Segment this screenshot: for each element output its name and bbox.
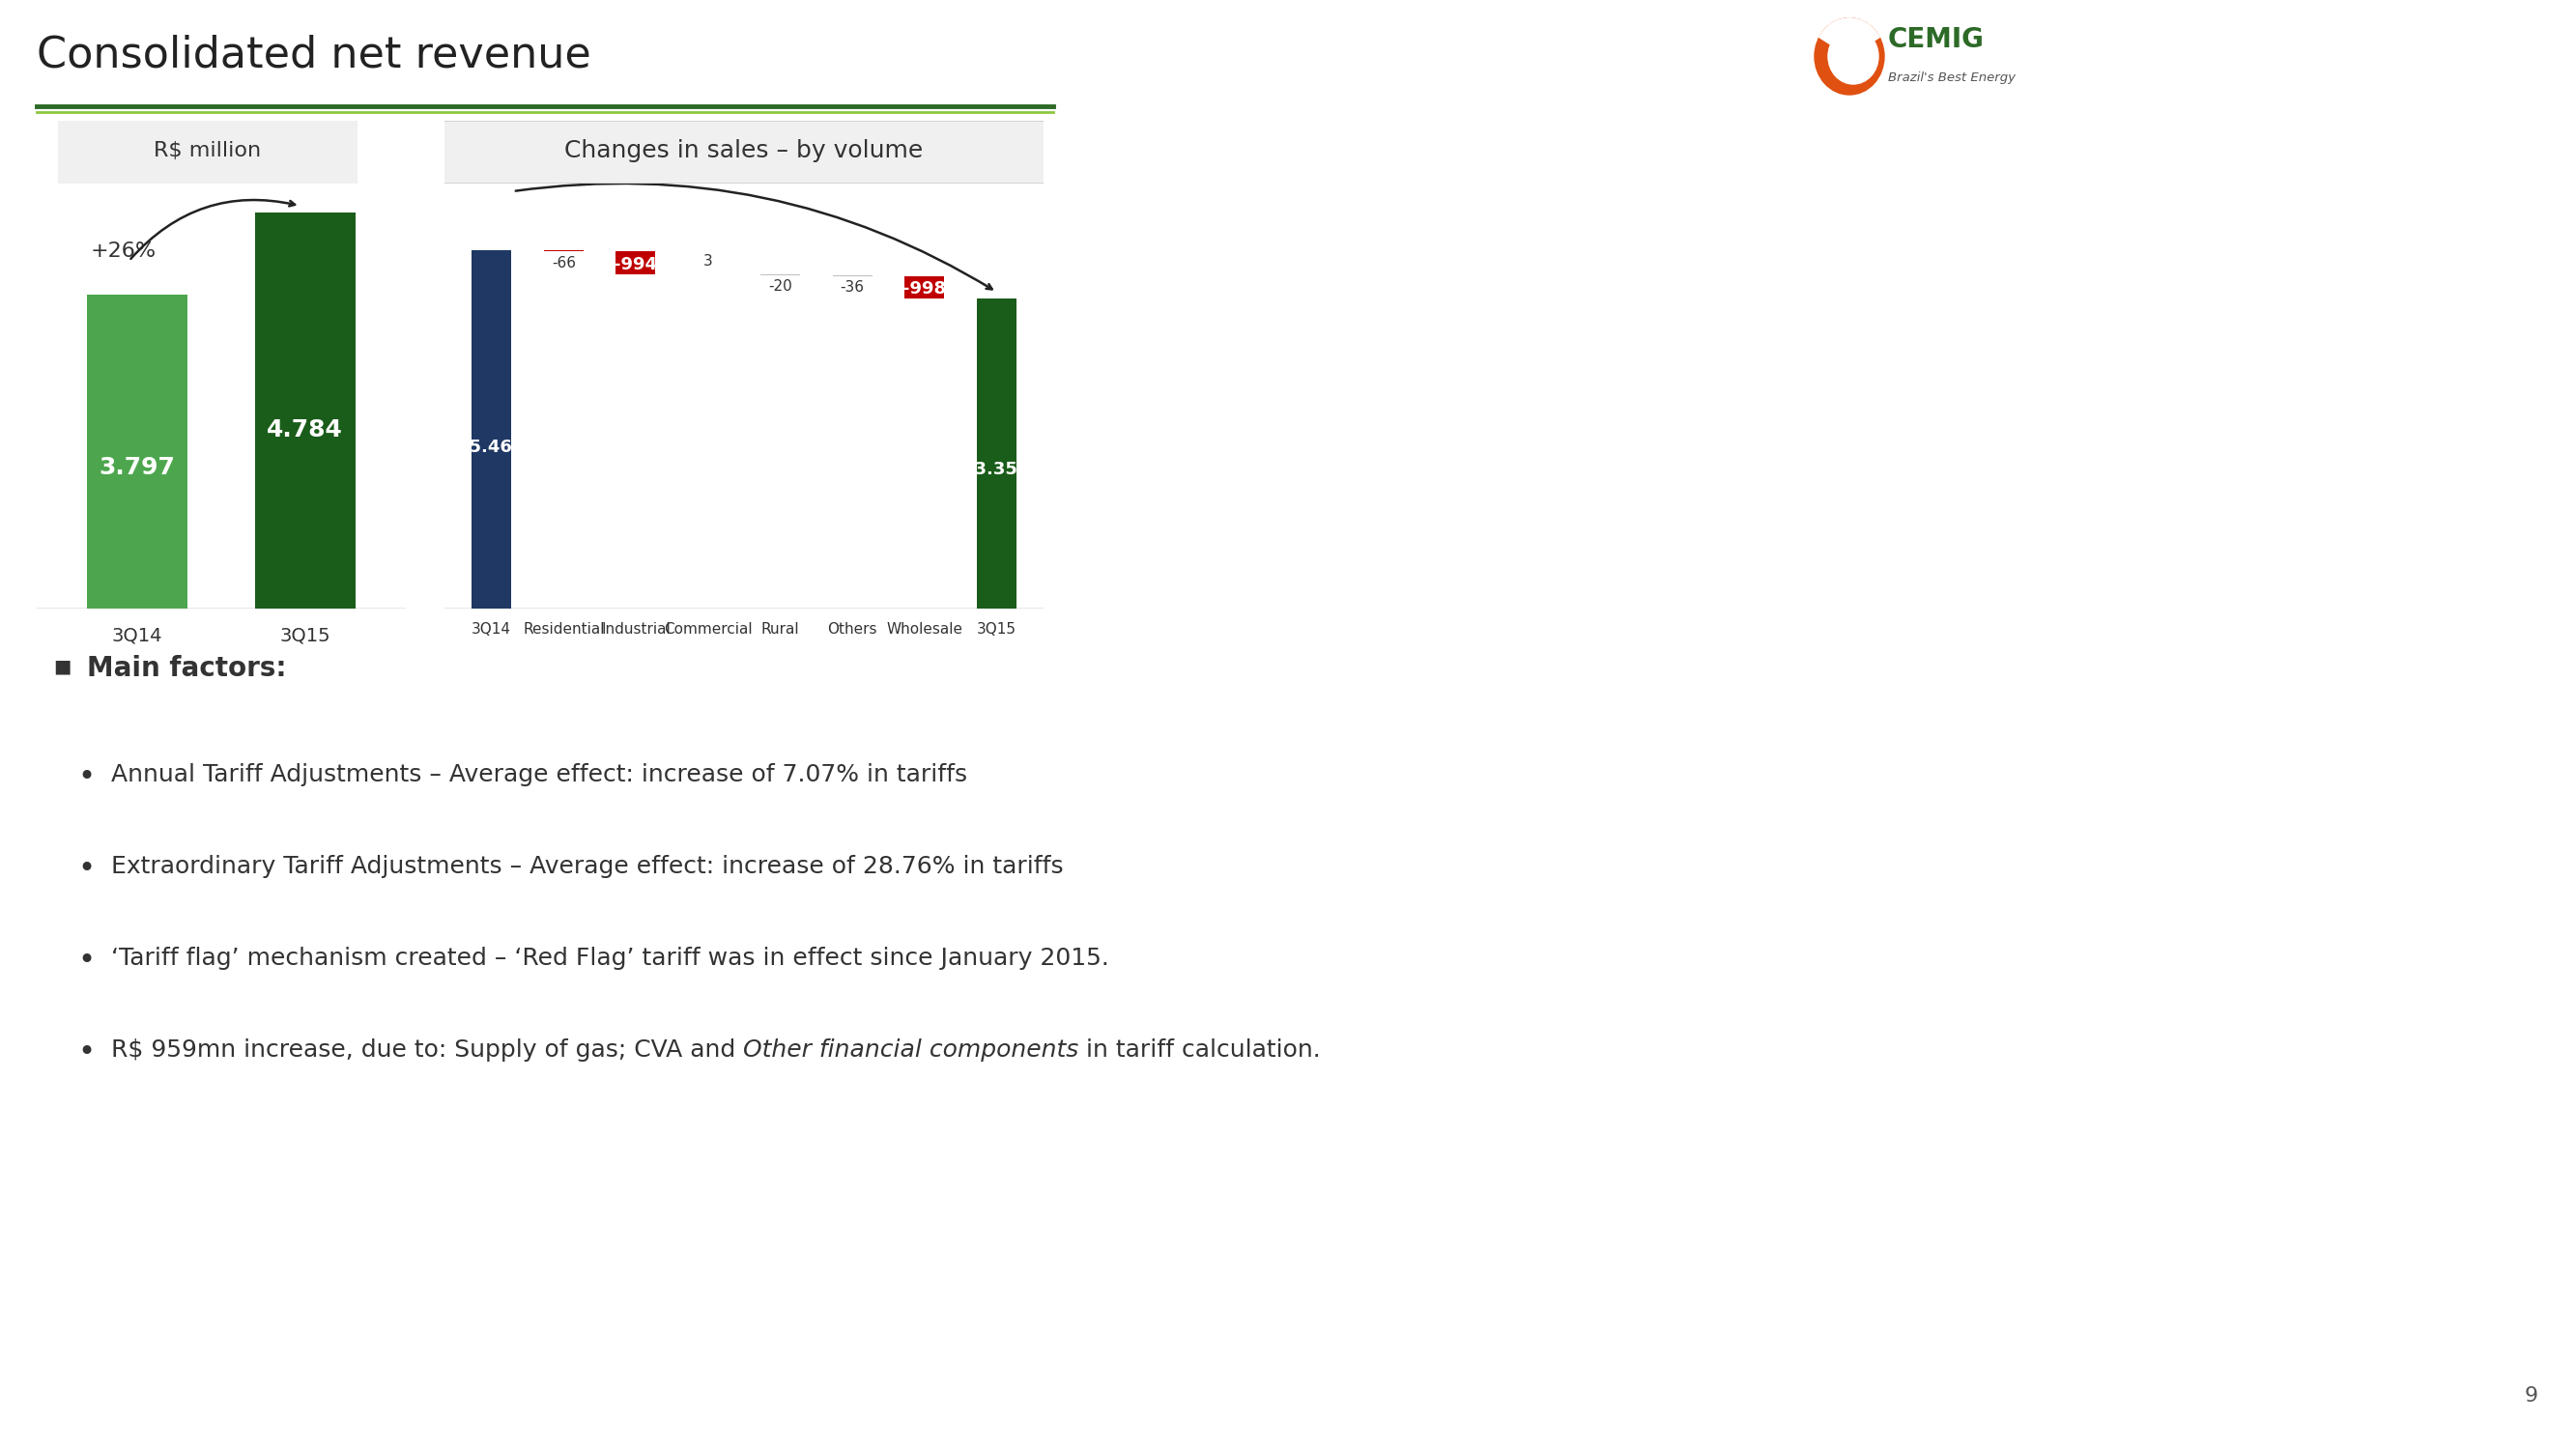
Text: R$ million: R$ million (155, 141, 260, 161)
Bar (255, 213, 355, 609)
Text: -994: -994 (613, 255, 657, 272)
Text: Brazil's Best Energy: Brazil's Best Energy (1888, 71, 2014, 84)
Text: Main factors:: Main factors: (88, 655, 286, 682)
Text: 13.355: 13.355 (963, 461, 1030, 478)
Text: •: • (77, 855, 95, 882)
Text: •: • (77, 764, 95, 791)
Text: Commercial: Commercial (665, 623, 752, 638)
FancyBboxPatch shape (41, 119, 376, 185)
Text: ‘Tariff flag’ mechanism created – ‘Red Flag’ tariff was in effect since January : ‘Tariff flag’ mechanism created – ‘Red F… (111, 946, 1110, 969)
Text: CEMIG: CEMIG (1888, 26, 1984, 54)
Text: -66: -66 (551, 256, 574, 271)
Text: 4.784: 4.784 (268, 419, 343, 442)
Text: -998: -998 (902, 280, 945, 297)
Text: 3Q15: 3Q15 (976, 623, 1018, 638)
Text: Annual Tariff Adjustments – Average effect: increase of 7.07% in tariffs: Annual Tariff Adjustments – Average effe… (111, 764, 969, 787)
Text: -36: -36 (840, 281, 866, 296)
Bar (976, 298, 1018, 609)
Text: 3Q14: 3Q14 (111, 627, 162, 645)
Text: Residential: Residential (523, 623, 605, 638)
Text: R$ 959mn increase, due to: Supply of gas; CVA and: R$ 959mn increase, due to: Supply of gas… (111, 1039, 744, 1062)
Text: Extraordinary Tariff Adjustments – Average effect: increase of 28.76% in tariffs: Extraordinary Tariff Adjustments – Avera… (111, 855, 1064, 878)
Circle shape (1829, 29, 1878, 84)
Text: Consolidated net revenue: Consolidated net revenue (36, 33, 590, 75)
Circle shape (1814, 19, 1883, 94)
Text: Industrial: Industrial (600, 623, 670, 638)
Bar (904, 275, 945, 298)
Bar (88, 294, 188, 609)
Text: •: • (77, 1039, 95, 1066)
Bar (471, 251, 510, 609)
Text: -20: -20 (768, 280, 791, 294)
Text: +26%: +26% (90, 242, 157, 261)
Text: 3Q15: 3Q15 (281, 627, 330, 645)
Text: Others: Others (827, 623, 878, 638)
Text: Changes in sales – by volume: Changes in sales – by volume (564, 139, 922, 162)
Text: Rural: Rural (760, 623, 799, 638)
Text: 3: 3 (703, 254, 714, 268)
FancyBboxPatch shape (415, 120, 1074, 184)
Text: 9: 9 (2524, 1387, 2537, 1406)
Bar (544, 251, 582, 252)
Text: Wholesale: Wholesale (886, 623, 963, 638)
Text: 3Q14: 3Q14 (471, 623, 510, 638)
Text: •: • (77, 946, 95, 975)
Text: ■: ■ (54, 656, 72, 675)
Text: -13.6%: -13.6% (456, 167, 526, 187)
Bar (616, 252, 654, 275)
Text: 3.797: 3.797 (100, 455, 175, 478)
Text: in tariff calculation.: in tariff calculation. (1079, 1039, 1321, 1062)
Text: Other financial components: Other financial components (744, 1039, 1079, 1062)
Wedge shape (1819, 19, 1880, 57)
Text: 15.466: 15.466 (459, 439, 526, 456)
